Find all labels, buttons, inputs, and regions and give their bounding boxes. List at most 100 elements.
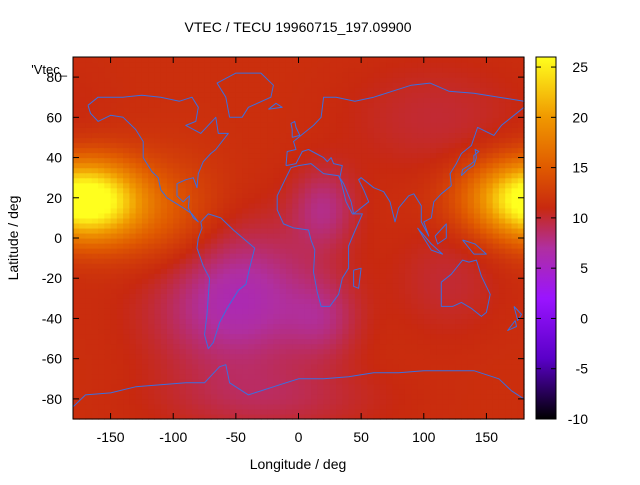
heatmap-cell (204, 368, 212, 375)
heatmap-cell (448, 363, 456, 370)
heatmap-cell (480, 157, 488, 164)
heatmap-cell (148, 263, 156, 269)
heatmap-cell (185, 167, 193, 174)
heatmap-cell (235, 182, 243, 189)
heatmap-cell (342, 408, 350, 415)
heatmap-cell (354, 368, 362, 375)
heatmap-cell (285, 147, 293, 154)
heatmap-cell (91, 172, 99, 179)
heatmap-cell (135, 182, 143, 189)
heatmap-cell (123, 162, 130, 169)
heatmap-cell (442, 328, 450, 335)
heatmap-cell (129, 137, 137, 144)
heatmap-cell (329, 212, 337, 219)
heatmap-cell (436, 97, 444, 103)
heatmap-cell (448, 258, 456, 264)
heatmap-cell (461, 157, 469, 164)
heatmap-cell (392, 147, 400, 154)
heatmap-cell (223, 167, 231, 174)
heatmap-cell (461, 403, 469, 410)
heatmap-cell (448, 127, 456, 134)
heatmap-cell (254, 137, 262, 144)
heatmap-cell (217, 72, 224, 78)
heatmap-cell (223, 263, 231, 269)
heatmap-cell (517, 238, 525, 244)
heatmap-cell (204, 72, 212, 78)
heatmap-cell (329, 87, 337, 93)
heatmap-cell (336, 232, 343, 239)
heatmap-cell (285, 243, 293, 249)
heatmap-cell (517, 373, 525, 380)
heatmap-cell (392, 132, 400, 139)
heatmap-cell (248, 192, 256, 199)
heatmap-cell (160, 187, 168, 194)
heatmap-cell (73, 197, 80, 204)
heatmap-cell (304, 172, 312, 179)
heatmap-cell (198, 202, 206, 209)
heatmap-cell (235, 72, 243, 78)
heatmap-cell (123, 278, 130, 284)
heatmap-cell (455, 82, 462, 88)
heatmap-cell (498, 197, 506, 204)
heatmap-cell (367, 172, 375, 179)
heatmap-cell (79, 393, 87, 400)
heatmap-cell (379, 142, 387, 149)
heatmap-cell (461, 227, 469, 234)
heatmap-cell (217, 273, 224, 279)
heatmap-cell (348, 72, 356, 78)
heatmap-cell (229, 122, 237, 128)
heatmap-cell (192, 97, 199, 103)
heatmap-cell (267, 177, 275, 184)
heatmap-cell (404, 288, 412, 294)
heatmap-cell (285, 217, 293, 224)
heatmap-cell (192, 182, 199, 189)
heatmap-cell (104, 283, 112, 289)
heatmap-cell (367, 192, 375, 199)
heatmap-cell (423, 298, 431, 304)
heatmap-cell (361, 353, 368, 360)
heatmap-cell (373, 77, 381, 83)
heatmap-cell (135, 403, 143, 410)
heatmap-cell (398, 263, 406, 269)
heatmap-cell (473, 338, 481, 345)
heatmap-cell (323, 308, 331, 315)
heatmap-cell (430, 253, 437, 259)
heatmap-cell (192, 313, 199, 320)
heatmap-cell (473, 127, 481, 134)
heatmap-cell (298, 278, 306, 284)
heatmap-cell (79, 348, 87, 355)
heatmap-cell (342, 122, 350, 128)
heatmap-cell (304, 212, 312, 219)
heatmap-cell (311, 268, 318, 274)
heatmap-cell (267, 253, 275, 259)
heatmap-cell (311, 348, 318, 355)
heatmap-cell (511, 288, 519, 294)
heatmap-cell (386, 398, 394, 405)
heatmap-cell (260, 413, 268, 420)
heatmap-cell (467, 373, 475, 380)
heatmap-cell (166, 243, 174, 249)
heatmap-cell (160, 87, 168, 93)
heatmap-cell (154, 97, 162, 103)
heatmap-cell (329, 288, 337, 294)
heatmap-cell (467, 303, 475, 309)
heatmap-cell (129, 207, 137, 214)
heatmap-cell (498, 202, 506, 209)
heatmap-cell (179, 187, 187, 194)
heatmap-cell (517, 72, 525, 78)
heatmap-cell (248, 318, 256, 325)
heatmap-cell (273, 323, 281, 330)
heatmap-cell (336, 328, 343, 335)
heatmap-cell (154, 243, 162, 249)
heatmap-cell (398, 207, 406, 214)
heatmap-cell (141, 363, 149, 370)
heatmap-cell (486, 278, 494, 284)
heatmap-cell (285, 97, 293, 103)
heatmap-cell (367, 107, 375, 113)
heatmap-cell (323, 92, 331, 98)
heatmap-cell (417, 238, 425, 244)
heatmap-cell (254, 348, 262, 355)
heatmap-cell (166, 343, 174, 350)
heatmap-cell (135, 212, 143, 219)
